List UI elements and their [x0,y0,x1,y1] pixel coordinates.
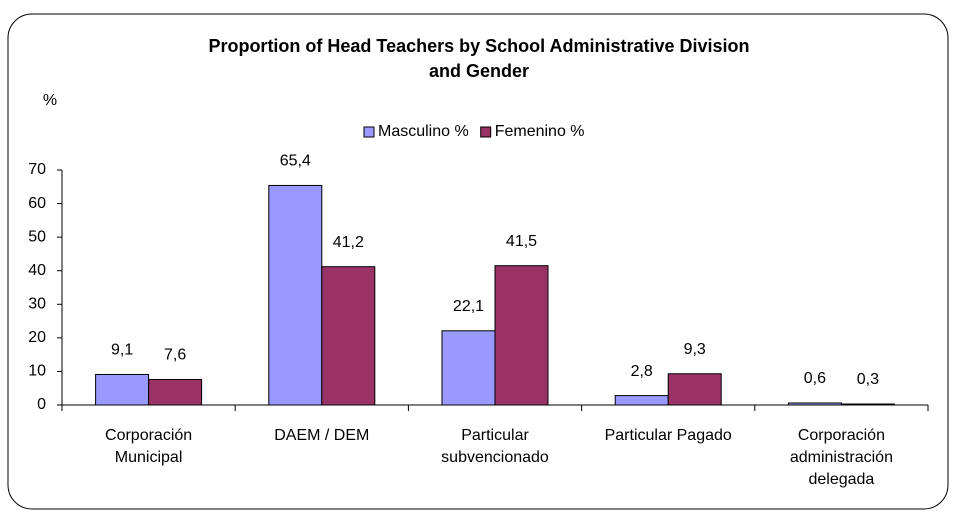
bar [95,373,150,406]
x-tick-label: Corporación Municipal [105,427,193,466]
data-label: 41,5 [506,233,537,250]
data-label: 0,3 [857,371,879,388]
legend-swatch [363,126,375,138]
bar [321,266,376,406]
data-label: 0,6 [804,370,826,387]
y-tick-label: 70 [28,161,46,178]
y-tick-label: 10 [28,363,46,380]
data-label: 22,1 [453,298,484,315]
data-label: 9,3 [684,341,706,358]
legend-label: Femenino % [495,123,585,140]
data-label: 9,1 [111,342,133,359]
y-tick-label: 20 [28,329,46,346]
x-tick-label: DAEM / DEM [274,427,370,444]
y-tick-label: 50 [28,228,46,245]
x-tick-label: Particular Pagado [604,427,732,444]
y-tick-label: 0 [37,396,46,413]
data-label: 41,2 [333,234,364,251]
y-tick-label: 40 [28,262,46,279]
bar [614,395,669,406]
legend-label: Masculino % [378,123,469,140]
data-label: 2,8 [631,363,653,380]
x-tick-label: Particular subvencionado [441,427,549,466]
bar [494,265,549,406]
bar [148,378,203,406]
legend-swatch [480,126,492,138]
data-label: 7,6 [164,347,186,364]
bar [441,330,496,406]
y-tick-label: 60 [28,195,46,212]
bar [268,184,323,406]
bar [840,403,895,406]
chart-title: Proportion of Head Teachers by School Ad… [208,36,750,81]
x-tick-label: Corporación administración delegada [789,427,893,488]
bar [667,373,722,406]
data-label: 65,4 [280,153,311,170]
chart-border [7,13,949,510]
y-axis-label: % [43,92,57,109]
y-tick-label: 30 [28,296,46,313]
bar [787,402,842,406]
